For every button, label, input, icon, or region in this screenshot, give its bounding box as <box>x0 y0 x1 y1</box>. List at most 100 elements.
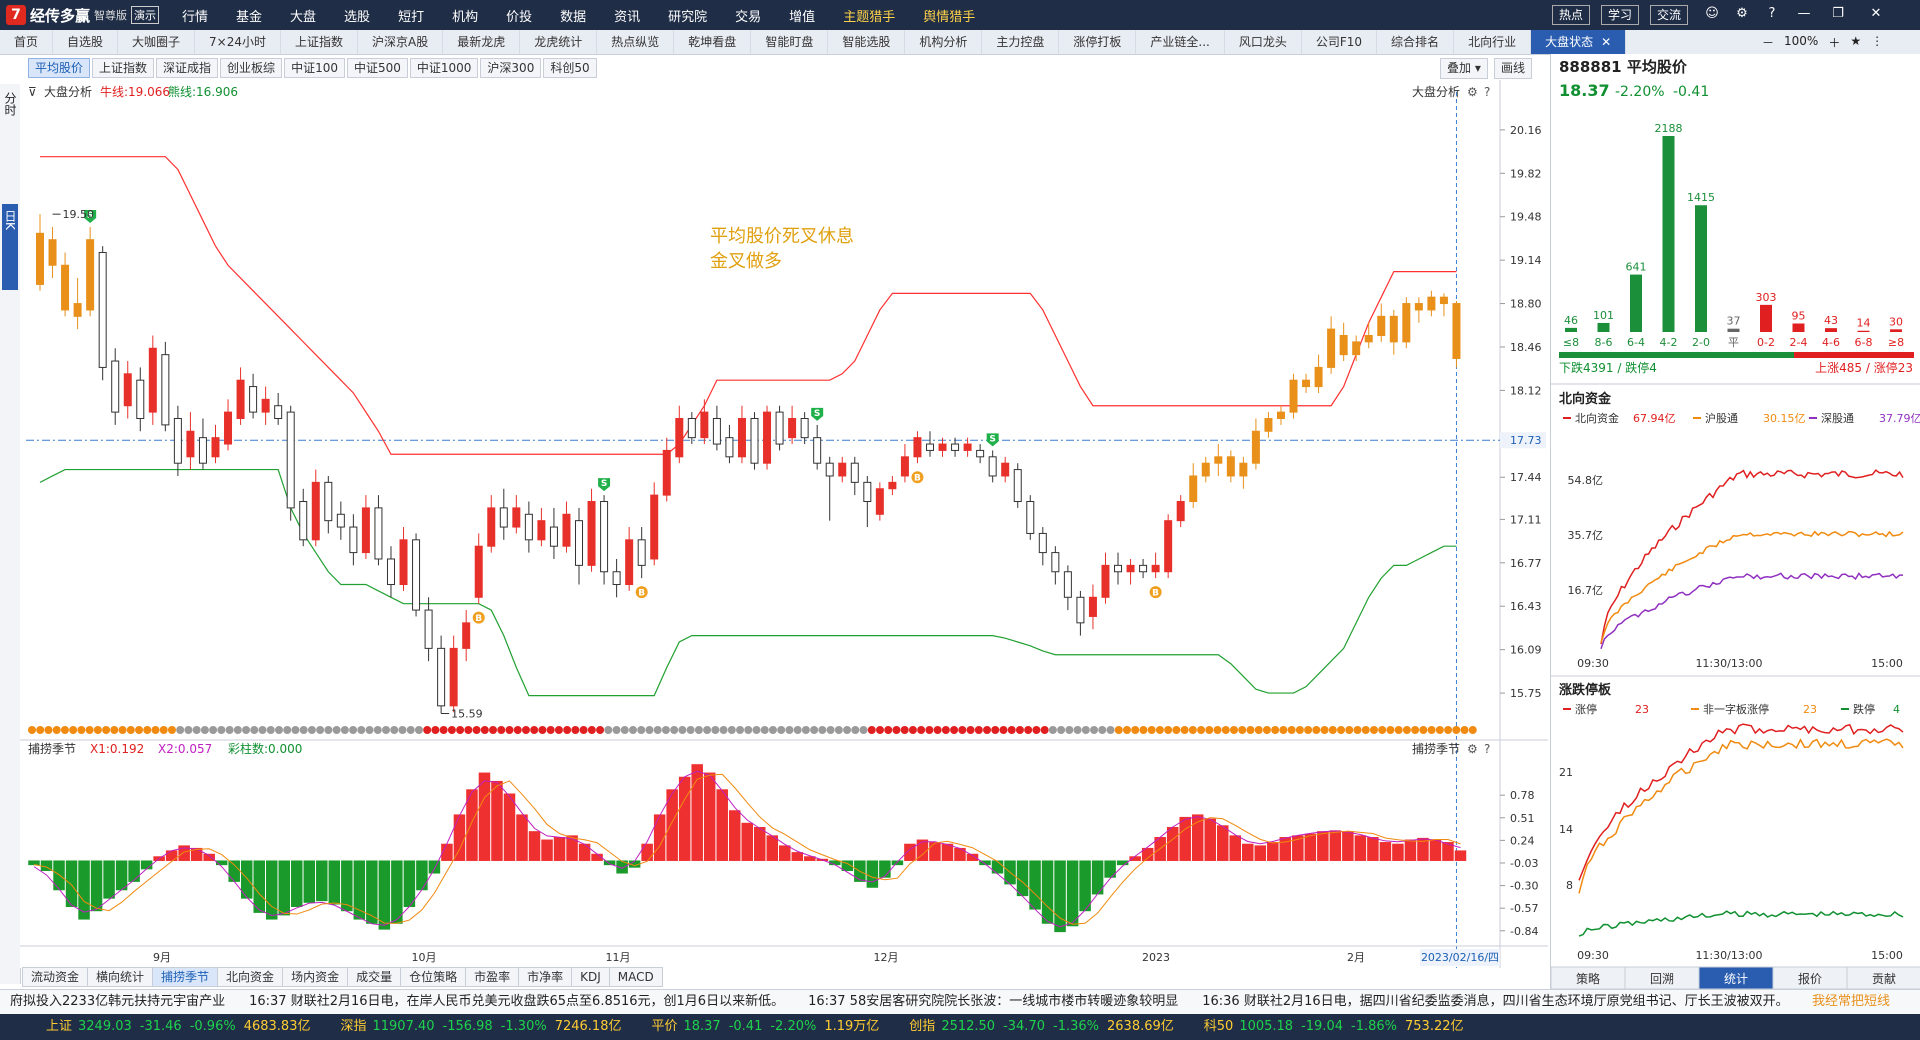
menu-item[interactable]: 基金 <box>236 9 263 25</box>
candle[interactable] <box>850 456 859 496</box>
candle[interactable] <box>537 507 546 547</box>
candle[interactable] <box>1088 584 1097 630</box>
candle[interactable] <box>1239 456 1248 489</box>
menu-item-gold[interactable]: 舆情猎手 <box>923 9 976 25</box>
settings-icon[interactable]: ⚙ <box>1467 742 1478 756</box>
minimize-icon[interactable]: — <box>1797 6 1811 21</box>
right-panel-tab[interactable]: 贡献 <box>1846 966 1920 990</box>
indicator-tab[interactable]: 捕捞季节 <box>153 967 219 987</box>
candle[interactable] <box>299 488 308 547</box>
candle[interactable] <box>1302 373 1311 393</box>
candle[interactable] <box>236 367 245 425</box>
candle[interactable] <box>549 507 558 559</box>
demo-badge[interactable]: 演示 <box>131 6 160 24</box>
page-tab[interactable]: 机构分析 <box>905 30 983 54</box>
page-tab[interactable]: 7×24小时 <box>195 30 282 54</box>
daily-k-tab[interactable]: 日K <box>2 204 18 290</box>
distribution-bar[interactable]: 146-8 <box>1855 317 1873 349</box>
distribution-bar[interactable]: 2188 4-2 <box>1655 122 1683 349</box>
candle[interactable] <box>612 558 621 598</box>
candle[interactable] <box>361 495 370 559</box>
candle[interactable] <box>562 501 571 553</box>
menu-item[interactable]: 大盘 <box>290 9 317 25</box>
candle[interactable] <box>386 546 395 598</box>
candle[interactable] <box>1352 335 1361 362</box>
candle[interactable] <box>650 482 659 566</box>
indicator-tab[interactable]: 北向资金 <box>218 967 284 987</box>
candle[interactable] <box>424 597 433 662</box>
candle[interactable] <box>512 495 521 534</box>
candle[interactable] <box>249 373 258 419</box>
candle[interactable] <box>888 475 897 496</box>
candle[interactable] <box>963 437 972 457</box>
index-chip[interactable]: 上证指数 <box>92 58 155 78</box>
candle[interactable] <box>1176 495 1185 528</box>
candle[interactable] <box>763 405 772 470</box>
index-chip[interactable]: 深证成指 <box>156 58 219 78</box>
candle[interactable] <box>48 226 57 279</box>
page-tab[interactable]: 智能盯盘 <box>751 30 829 54</box>
right-panel-tab[interactable]: 策略 <box>1550 966 1626 990</box>
candle[interactable] <box>224 399 233 451</box>
settings-icon[interactable]: ⚙ <box>1467 85 1478 99</box>
distribution-bar[interactable]: 641 6-4 <box>1626 261 1647 349</box>
candle[interactable] <box>1452 301 1461 368</box>
candle[interactable] <box>750 412 759 470</box>
page-tab[interactable]: 沪深京A股 <box>358 30 444 54</box>
candle[interactable] <box>938 437 947 457</box>
sell-signal-icon[interactable]: S <box>986 433 999 447</box>
sell-signal-icon[interactable]: S <box>84 209 97 223</box>
candle[interactable] <box>737 405 746 464</box>
close-icon[interactable]: ✕ <box>1870 6 1882 21</box>
menu-item[interactable]: 选股 <box>344 9 371 25</box>
indicator-tab[interactable]: 横向统计 <box>88 967 154 987</box>
close-tab-icon[interactable]: ✕ <box>1601 35 1612 49</box>
candle[interactable] <box>98 246 107 381</box>
candle[interactable] <box>198 418 207 470</box>
indicator-tab[interactable]: 场内资金 <box>283 967 349 987</box>
candle[interactable] <box>1264 412 1273 438</box>
candle[interactable] <box>587 488 596 572</box>
news-right-text[interactable]: 我经常把短线 <box>1811 994 1890 1009</box>
candle[interactable] <box>863 475 872 528</box>
candle[interactable] <box>336 501 345 540</box>
candle[interactable] <box>349 514 358 566</box>
help-icon[interactable]: ? <box>1768 6 1776 21</box>
user-icon[interactable]: ☺ <box>1705 6 1719 21</box>
index-status[interactable]: 深指 11907.40 -156.98 -1.30% 7246.18亿 <box>340 1019 621 1034</box>
news-item[interactable]: 16:37 58安居客研究院院长张波：一线城市楼市转暖迹象较明显 <box>808 994 1179 1009</box>
candle[interactable] <box>687 412 696 445</box>
index-status[interactable]: 上证 3249.03 -31.46 -0.96% 4683.83亿 <box>46 1019 310 1034</box>
candle[interactable] <box>662 437 671 502</box>
news-item[interactable]: 16:37 财联社2月16日电，在岸人民币兑美元收盘跌65点至6.8516元，创… <box>249 994 785 1009</box>
candle[interactable] <box>36 214 44 291</box>
buy-signal-icon[interactable]: B <box>635 586 648 599</box>
index-status[interactable]: 平价 18.37 -0.41 -2.20% 1.19万亿 <box>651 1019 879 1034</box>
distribution-bar[interactable]: 1415 2-0 <box>1687 191 1715 349</box>
candle[interactable] <box>1151 552 1160 579</box>
candle[interactable] <box>1139 558 1148 579</box>
buy-signal-icon[interactable]: B <box>911 471 924 484</box>
candle[interactable] <box>462 610 471 662</box>
candle[interactable] <box>1013 463 1022 508</box>
indicator-tab[interactable]: 成交量 <box>348 967 402 987</box>
candle[interactable] <box>600 495 609 585</box>
news-item[interactable]: 16:36 财联社2月16日电，据四川省纪委监委消息，四川省生态环境厅原党组书记… <box>1202 994 1789 1009</box>
menu-item[interactable]: 行情 <box>182 9 209 25</box>
candle[interactable] <box>1289 373 1298 419</box>
page-tab[interactable]: 产业链全... <box>1136 30 1225 54</box>
news-ticker[interactable]: 府拟投入2233亿韩元扶持元宇宙产业 16:37 财联社2月16日电，在岸人民币兑… <box>0 989 1920 1014</box>
draw-line-button[interactable]: 画线 <box>1494 58 1533 79</box>
candle[interactable] <box>73 278 82 330</box>
page-tab[interactable]: 大盘状态 ✕ <box>1531 30 1627 54</box>
candle[interactable] <box>925 431 934 457</box>
candle[interactable] <box>825 456 834 521</box>
intraday-tab[interactable]: 分时 <box>2 92 18 119</box>
candle[interactable] <box>1364 322 1373 349</box>
page-tab[interactable]: 风口龙头 <box>1225 30 1302 54</box>
help-icon[interactable]: ? <box>1484 85 1490 99</box>
distribution-bar[interactable]: 43 4-6 <box>1822 314 1840 349</box>
index-chip[interactable]: 创业板综 <box>220 58 283 78</box>
indicator-tab[interactable]: KDJ <box>572 967 610 987</box>
index-chip[interactable]: 中证1000 <box>409 58 479 78</box>
